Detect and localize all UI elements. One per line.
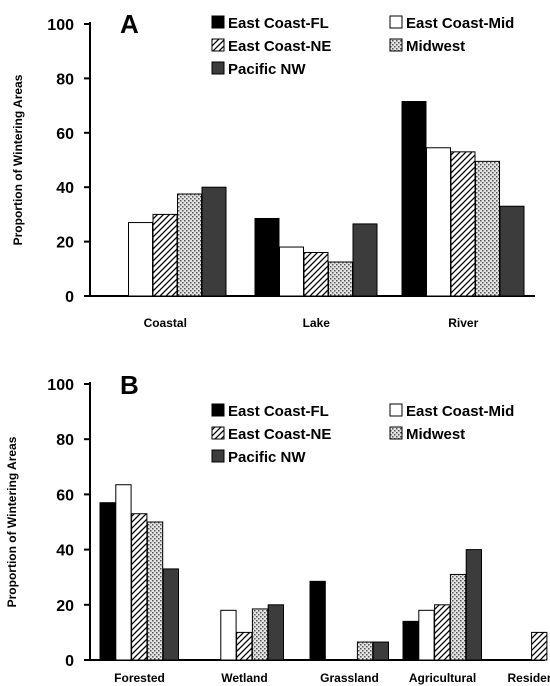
panel-b-bar-grassland-pacific-nw xyxy=(372,641,390,661)
panel-b-category-label-forested: Forested xyxy=(114,671,165,685)
panel-b-category-label-agricultural: Agricultural xyxy=(409,671,476,685)
panel-a-legend-label-midwest: Midwest xyxy=(406,38,465,55)
panel-b-bar-wetland-midwest xyxy=(251,608,269,661)
panel-b-bar-agricultural-east-coast-mid xyxy=(418,609,435,661)
panel-a-legend-swatch-midwest xyxy=(389,38,403,52)
panel-a-ytick-label: 100 xyxy=(47,17,74,34)
panel-b-ytick-label: 60 xyxy=(56,487,74,504)
panel-a-bar-river-midwest xyxy=(475,160,500,297)
panel-b-bar-agricultural-east-coast-ne xyxy=(434,604,451,661)
panel-a-ytick-label: 80 xyxy=(56,71,74,88)
panel-b-bar-agricultural-pacific-nw xyxy=(465,549,483,661)
panel-a-legend-swatch-east-coast-fl xyxy=(211,15,225,29)
panel-b-bar-grassland-east-coast-fl xyxy=(309,580,326,661)
panel-a-chart: 0 20 40 60 80 100 Proportion of Wintering Area… xyxy=(11,9,535,330)
panel-a-bar-river-pacific-nw xyxy=(499,205,525,297)
panel-b-chart: 0 20 40 60 80 100 Proportion of Wintering Area… xyxy=(5,370,550,685)
panel-a-bar-river-east-coast-ne xyxy=(450,151,476,297)
panel-a-legend-label-east-coast-fl: East Coast-FL xyxy=(228,15,329,32)
panel-b-legend-label-midwest: Midwest xyxy=(406,426,465,443)
panel-b-bar-wetland-pacific-nw xyxy=(267,604,285,661)
panel-b-bar-wetland-east-coast-mid xyxy=(220,609,237,661)
panel-a-legend-swatch-east-coast-ne xyxy=(211,38,225,52)
panel-b-y-axis-title: Proportion of Wintering Areas xyxy=(5,436,19,607)
panel-a-bar-coastal-east-coast-mid xyxy=(128,222,153,297)
panel-a-bar-lake-midwest xyxy=(328,261,353,297)
panel-a-label: A xyxy=(120,9,139,39)
panel-b-legend-label-pacific-nw: Pacific NW xyxy=(228,449,306,466)
panel-b-ytick-label: 40 xyxy=(56,543,74,560)
panel-b-ytick-label: 80 xyxy=(56,432,74,449)
panel-b-bar-forested-midwest xyxy=(146,521,164,661)
panel-b-legend-label-east-coast-ne: East Coast-NE xyxy=(228,426,331,443)
panel-a-legend-label-east-coast-ne: East Coast-NE xyxy=(228,38,331,55)
panel-b-legend-swatch-pacific-nw xyxy=(211,449,225,463)
panel-a-category-label-lake: Lake xyxy=(303,316,331,330)
panel-a-bar-river-east-coast-mid xyxy=(426,147,451,297)
panel-a-category-label-river: River xyxy=(448,316,478,330)
panel-b-bar-forested-east-coast-ne xyxy=(131,513,148,661)
panel-b-legend-swatch-midwest xyxy=(389,426,403,440)
panel-b-category-label-residential: Residential xyxy=(507,671,550,685)
panel-b-legend-label-east-coast-mid: East Coast-Mid xyxy=(406,403,514,420)
panel-a-bar-lake-east-coast-fl xyxy=(254,217,280,297)
panel-a-ytick-label: 0 xyxy=(65,289,74,306)
panel-b-bar-agricultural-midwest xyxy=(449,573,467,661)
panel-b-category-label-wetland: Wetland xyxy=(221,671,267,685)
panel-b-bar-forested-east-coast-fl xyxy=(99,502,116,661)
panel-a-legend-swatch-east-coast-mid xyxy=(389,15,403,29)
panel-b-bar-grassland-midwest xyxy=(356,641,374,661)
panel-a-legend-label-east-coast-mid: East Coast-Mid xyxy=(406,15,514,32)
panel-b-legend-label-east-coast-fl: East Coast-FL xyxy=(228,403,329,420)
panel-b-bar-forested-east-coast-mid xyxy=(115,484,132,661)
panel-b-bar-wetland-east-coast-ne xyxy=(236,631,253,661)
panel-a-legend-swatch-pacific-nw xyxy=(211,61,225,75)
panel-a-bar-coastal-east-coast-ne xyxy=(152,213,178,297)
panel-a-ytick-label: 40 xyxy=(56,180,74,197)
panel-b-ytick-label: 100 xyxy=(47,377,74,394)
panel-a-bar-coastal-midwest xyxy=(177,193,202,297)
panel-b-ytick-label: 20 xyxy=(56,598,74,615)
panel-b-legend-swatch-east-coast-ne xyxy=(211,426,225,440)
panel-b-label: B xyxy=(120,370,139,400)
panel-b-bar-residential-east-coast-ne xyxy=(531,631,548,661)
panel-a-bar-lake-pacific-nw xyxy=(352,223,378,297)
panel-b-legend-swatch-east-coast-mid xyxy=(389,403,403,417)
panel-a-category-label-coastal: Coastal xyxy=(144,316,187,330)
panel-a-bar-lake-east-coast-ne xyxy=(303,251,329,297)
panel-b-legend-swatch-east-coast-fl xyxy=(211,403,225,417)
panel-b-bar-forested-pacific-nw xyxy=(162,568,179,661)
panel-a-ytick-label: 20 xyxy=(56,235,74,252)
panel-a-ytick-label: 60 xyxy=(56,126,74,143)
panel-a-y-axis-title: Proportion of Wintering Areas xyxy=(11,74,25,245)
panel-a-bar-coastal-pacific-nw xyxy=(201,186,227,297)
panel-b-bar-agricultural-east-coast-fl xyxy=(402,620,419,661)
panel-b-category-label-grassland: Grassland xyxy=(320,671,379,685)
panel-a-legend-label-pacific-nw: Pacific NW xyxy=(228,61,306,78)
panel-a-bar-river-east-coast-fl xyxy=(401,101,427,297)
panel-a-bar-lake-east-coast-mid xyxy=(279,246,304,297)
panel-b-ytick-label: 0 xyxy=(65,653,74,670)
